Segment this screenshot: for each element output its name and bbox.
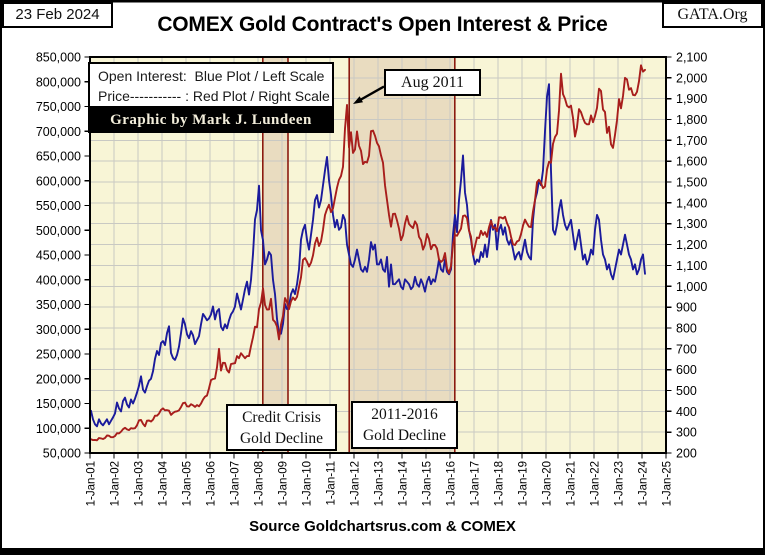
- x-axis-label: 1-Jan-08: [254, 461, 266, 506]
- annotation-aug-2011: Aug 2011: [384, 69, 481, 96]
- right-axis-label: 400: [676, 405, 697, 419]
- x-axis-label: 1-Jan-10: [302, 461, 314, 506]
- right-axis-label: 900: [676, 301, 697, 315]
- annotation-credit-crisis: Credit Crisis Gold Decline: [226, 404, 337, 451]
- legend-box: Open Interest: Blue Plot / Left Scale Pr…: [88, 62, 334, 108]
- x-axis-label: 1-Jan-07: [230, 461, 242, 506]
- right-axis-label: 1,600: [676, 155, 707, 169]
- x-axis-label: 1-Jan-21: [566, 461, 578, 506]
- right-axis-label: 1,500: [676, 176, 707, 190]
- left-axis-label: 250,000: [36, 348, 81, 362]
- x-axis-label: 1-Jan-22: [590, 461, 602, 506]
- price-line: [90, 64, 646, 442]
- x-axis-label: 1-Jan-03: [134, 461, 146, 506]
- left-axis-label: 600,000: [36, 174, 81, 188]
- left-axis-label: 100,000: [36, 422, 81, 436]
- x-axis-label: 1-Jan-18: [494, 461, 506, 506]
- x-axis-label: 1-Jan-02: [110, 461, 122, 506]
- x-axis-label: 1-Jan-04: [158, 460, 170, 506]
- x-axis-label: 1-Jan-17: [470, 461, 482, 506]
- right-axis-label: 1,400: [676, 196, 707, 210]
- x-axis-label: 1-Jan-23: [614, 461, 626, 506]
- right-axis-label: 1,900: [676, 92, 707, 106]
- x-axis-label: 1-Jan-09: [278, 461, 290, 506]
- left-axis-label: 750,000: [36, 100, 81, 114]
- right-axis-label: 200: [676, 447, 697, 461]
- x-axis-label: 1-Jan-15: [422, 461, 434, 506]
- credit-banner: Graphic by Mark J. Lundeen: [88, 108, 334, 133]
- right-axis-label: 500: [676, 384, 697, 398]
- legend-price: Price----------- : Red Plot / Right Scal…: [98, 88, 330, 104]
- right-axis-label: 1,000: [676, 280, 707, 294]
- site-badge: GATA.Org: [662, 2, 763, 28]
- open-interest-line: [90, 83, 646, 428]
- x-axis-label: 1-Jan-14: [398, 460, 410, 506]
- x-axis-label: 1-Jan-05: [182, 461, 194, 506]
- right-axis-label: 1,700: [676, 134, 707, 148]
- x-axis-label: 1-Jan-16: [446, 461, 458, 506]
- x-axis-label: 1-Jan-06: [206, 461, 218, 506]
- x-axis-label: 1-Jan-20: [542, 461, 554, 506]
- right-axis-label: 700: [676, 342, 697, 356]
- x-axis-label: 1-Jan-24: [638, 460, 650, 506]
- legend-open-interest: Open Interest: Blue Plot / Left Scale: [98, 68, 325, 84]
- right-axis-label: 2,100: [676, 51, 707, 65]
- annotation-2011-2016: 2011-2016 Gold Decline: [351, 401, 458, 449]
- left-axis-label: 50,000: [43, 447, 81, 461]
- date-box: 23 Feb 2024: [2, 2, 113, 28]
- annotation-2011-2016-line2: Gold Decline: [362, 427, 447, 444]
- x-axis-label: 1-Jan-11: [326, 461, 338, 506]
- left-axis-label: 400,000: [36, 273, 81, 287]
- chart-title: COMEX Gold Contract's Open Interest & Pr…: [157, 13, 608, 36]
- left-axis-label: 450,000: [36, 249, 81, 263]
- x-axis-label: 1-Jan-01: [86, 461, 98, 506]
- axis-ticks: [84, 56, 672, 459]
- right-axis-label: 1,200: [676, 238, 707, 252]
- right-axis-label: 1,800: [676, 113, 707, 127]
- left-axis-label: 800,000: [36, 75, 81, 89]
- x-axis-label: 1-Jan-19: [518, 461, 530, 506]
- annotation-credit-crisis-line2: Gold Decline: [239, 430, 324, 447]
- left-axis-label: 850,000: [36, 51, 81, 65]
- right-axis-label: 1,100: [676, 259, 707, 273]
- right-axis-label: 1,300: [676, 217, 707, 231]
- left-axis-label: 650,000: [36, 150, 81, 164]
- x-axis-label: 1-Jan-12: [350, 461, 362, 506]
- left-axis-label: 200,000: [36, 372, 81, 386]
- source-caption: Source Goldchartsrus.com & COMEX: [249, 518, 516, 535]
- x-axis-label: 1-Jan-13: [374, 461, 386, 506]
- aug-2011-arrow-head: [353, 96, 363, 104]
- annotation-credit-crisis-line1: Credit Crisis: [242, 409, 321, 426]
- annotation-2011-2016-line1: 2011-2016: [371, 406, 438, 423]
- left-axis-label: 500,000: [36, 224, 81, 238]
- left-axis-label: 700,000: [36, 125, 81, 139]
- left-axis-label: 350,000: [36, 298, 81, 312]
- right-axis-label: 600: [676, 363, 697, 377]
- left-axis-label: 550,000: [36, 199, 81, 213]
- right-axis-label: 800: [676, 321, 697, 335]
- aug-2011-arrow-line: [360, 85, 385, 101]
- right-axis-label: 300: [676, 426, 697, 440]
- x-axis-label: 1-Jan-25: [662, 461, 674, 506]
- right-axis-label: 2,000: [676, 71, 707, 85]
- left-axis-label: 300,000: [36, 323, 81, 337]
- left-axis-label: 150,000: [36, 397, 81, 411]
